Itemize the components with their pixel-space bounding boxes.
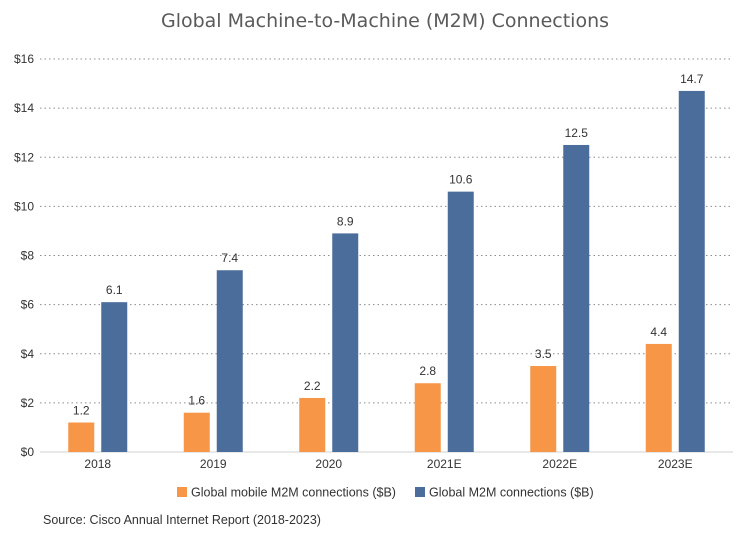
data-label-mobile-m2m-2020: 2.2: [304, 379, 321, 393]
bar-mobile-m2m-2020: [299, 397, 326, 452]
data-label-m2m-2019: 7.4: [221, 251, 238, 265]
bar-m2m-2018: [101, 302, 128, 452]
bar-m2m-2019: [216, 270, 243, 452]
y-tick-label: $10: [14, 199, 34, 213]
data-label-mobile-m2m-2023e: 4.4: [650, 325, 667, 339]
legend-label-mobile-m2m: Global mobile M2M connections ($B): [191, 486, 396, 500]
bar-mobile-m2m-2018: [68, 422, 95, 452]
bars: [68, 90, 705, 453]
bar-mobile-m2m-2021e: [414, 383, 441, 452]
y-tick-label: $0: [21, 445, 35, 459]
bar-m2m-2021e: [447, 191, 474, 452]
data-label-m2m-2021e: 10.6: [449, 173, 473, 187]
bar-m2m-2022e: [563, 144, 590, 452]
y-tick-label: $12: [14, 150, 34, 164]
data-labels: 1.2 6.1 1.6 7.4 2.2 8.9 2.8 10.6 3.5 12.5 4.4 14.7: [73, 72, 704, 418]
y-tick-label: $2: [21, 396, 35, 410]
data-label-m2m-2023e: 14.7: [680, 72, 704, 86]
y-tick-label: $16: [14, 52, 34, 66]
data-label-mobile-m2m-2018: 1.2: [73, 404, 90, 418]
x-tick-label: 2022E: [542, 457, 577, 471]
x-tick-label: 2020: [315, 457, 342, 471]
bar-m2m-2020: [332, 233, 359, 452]
gridlines: [40, 58, 733, 453]
y-axis-ticks: $0 $2 $4 $6 $8 $10 $12 $14 $16: [14, 52, 34, 459]
y-tick-label: $8: [21, 249, 35, 263]
x-tick-label: 2021E: [427, 457, 462, 471]
bar-mobile-m2m-2019: [183, 412, 210, 452]
data-label-mobile-m2m-2021e: 2.8: [419, 364, 436, 378]
legend-swatch-mobile-m2m: [177, 487, 187, 497]
data-label-m2m-2022e: 12.5: [565, 126, 589, 140]
bar-mobile-m2m-2022e: [530, 366, 557, 452]
x-axis-ticks: 2018 2019 2020 2021E 2022E 2023E: [84, 457, 692, 471]
y-tick-label: $6: [21, 298, 35, 312]
bar-mobile-m2m-2023e: [645, 343, 672, 452]
x-tick-label: 2023E: [658, 457, 693, 471]
y-tick-label: $4: [21, 347, 35, 361]
legend-swatch-m2m: [415, 487, 425, 497]
data-label-mobile-m2m-2022e: 3.5: [535, 347, 552, 361]
source-note: Source: Cisco Annual Internet Report (20…: [43, 513, 321, 527]
legend-label-m2m: Global M2M connections ($B): [429, 486, 594, 500]
legend: Global mobile M2M connections ($B) Globa…: [177, 486, 594, 500]
chart-title: Global Machine-to-Machine (M2M) Connecti…: [161, 10, 609, 32]
data-label-m2m-2018: 6.1: [106, 283, 123, 297]
bar-m2m-2023e: [678, 90, 705, 453]
data-label-m2m-2020: 8.9: [337, 214, 354, 228]
x-tick-label: 2018: [84, 457, 111, 471]
y-tick-label: $14: [14, 101, 34, 115]
x-tick-label: 2019: [200, 457, 227, 471]
data-label-mobile-m2m-2019: 1.6: [188, 394, 205, 408]
